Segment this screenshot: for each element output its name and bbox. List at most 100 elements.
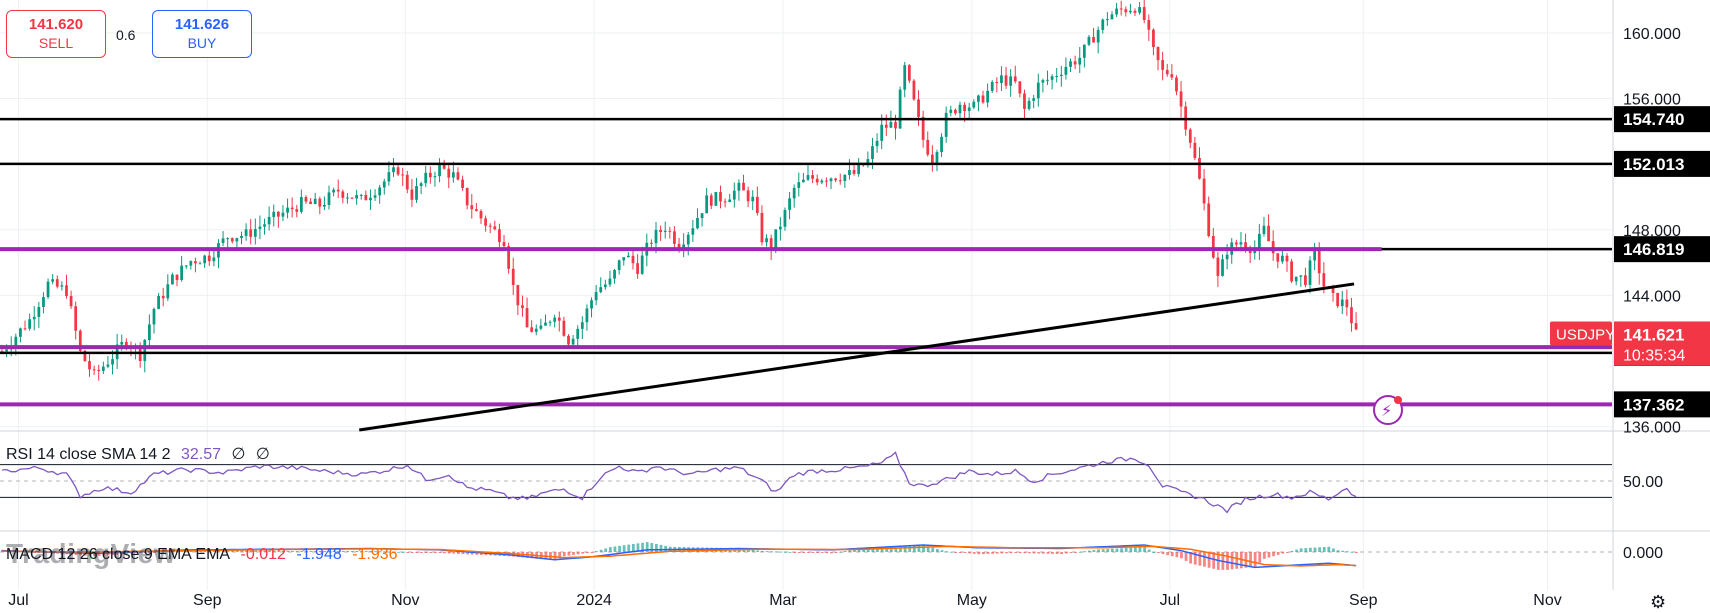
- candle-body: [124, 341, 128, 346]
- candle-body: [401, 174, 405, 176]
- level-price-label: 154.740: [1623, 110, 1684, 129]
- symbol-tag: [1550, 321, 1612, 346]
- candle-body: [65, 285, 68, 297]
- macd-histogram-bar: [429, 552, 433, 553]
- macd-histogram-bar: [604, 548, 608, 552]
- macd-histogram-bar: [659, 544, 663, 552]
- macd-histogram-bar: [1069, 552, 1073, 553]
- macd-histogram-bar: [1249, 552, 1252, 568]
- candle-body: [958, 104, 962, 114]
- rsi-value: 32.57: [180, 446, 222, 463]
- macd-histogram-bar: [641, 542, 644, 552]
- candle-body: [387, 172, 391, 182]
- candle-body: [875, 140, 879, 147]
- macd-histogram-bar: [1032, 552, 1036, 554]
- macd-histogram-bar: [134, 552, 138, 554]
- candle-body: [120, 341, 124, 345]
- candle-body: [419, 183, 423, 187]
- candle-body: [341, 191, 345, 198]
- candle-body: [829, 178, 833, 182]
- macd-histogram-bar: [1046, 552, 1050, 554]
- macd-histogram-bar: [420, 552, 423, 553]
- macd-histogram-bar: [843, 550, 847, 552]
- macd-histogram-bar: [97, 552, 101, 556]
- candle-body: [815, 178, 819, 183]
- macd-histogram-bar: [945, 551, 948, 553]
- candle-body: [304, 197, 308, 202]
- macd-histogram-bar: [166, 551, 170, 553]
- settings-gear-icon[interactable]: ⚙: [1650, 592, 1667, 612]
- candle-body: [774, 229, 778, 250]
- candle-body: [585, 308, 589, 323]
- candle-body: [83, 350, 87, 362]
- rsi-legend[interactable]: RSI 14 close SMA 14 2 32.57 ∅ ∅: [6, 444, 276, 464]
- candle-body: [88, 361, 91, 370]
- macd-histogram-bar: [1101, 549, 1105, 552]
- candle-body: [295, 209, 299, 212]
- macd-histogram-bar: [1157, 552, 1160, 554]
- macd-histogram-bar: [774, 551, 778, 553]
- macd-legend[interactable]: MACD 12 26 close 9 EMA EMA -0.012 -1.948…: [6, 546, 404, 564]
- candle-body: [1313, 249, 1317, 261]
- macd-histogram-bar: [291, 550, 294, 552]
- macd-histogram-bar: [562, 552, 566, 557]
- candle-body: [1304, 275, 1307, 285]
- macd-histogram-bar: [779, 551, 783, 553]
- macd-histogram-bar: [1267, 552, 1271, 558]
- candle-body: [1276, 253, 1280, 262]
- macd-histogram-bar: [645, 542, 649, 552]
- macd-histogram-bar: [1120, 548, 1123, 552]
- level-price-label: 146.819: [1623, 240, 1684, 259]
- candle-body: [1294, 276, 1298, 282]
- candle-body: [148, 324, 151, 340]
- macd-histogram-bar: [595, 551, 598, 553]
- candle-body: [516, 284, 520, 306]
- candle-body: [1202, 178, 1206, 204]
- buy-button[interactable]: 141.626 BUY: [152, 10, 252, 58]
- macd-histogram-bar: [590, 552, 594, 553]
- macd-histogram-bar: [991, 552, 994, 554]
- lightning-icon: [1373, 395, 1403, 425]
- sell-button[interactable]: 141.620 SELL: [6, 10, 106, 58]
- candle-body: [428, 172, 432, 178]
- macd-histogram-bar: [788, 551, 792, 553]
- macd-histogram-bar: [406, 552, 410, 553]
- macd-histogram-bar: [415, 552, 419, 553]
- candle-body: [1073, 61, 1077, 65]
- candle-body: [484, 218, 487, 226]
- macd-histogram-bar: [351, 550, 354, 552]
- macd-histogram-bar: [1207, 552, 1211, 568]
- macd-histogram-bar: [1309, 547, 1312, 552]
- macd-histogram-bar: [1170, 552, 1174, 557]
- macd-histogram-bar: [599, 549, 603, 552]
- candle-body: [755, 196, 759, 213]
- candle-body: [272, 211, 276, 217]
- candle-body: [1119, 8, 1123, 10]
- candle-body: [981, 95, 985, 103]
- macd-histogram-bar: [162, 551, 165, 553]
- candle-body: [1350, 307, 1353, 324]
- current-price-label: 141.621: [1623, 325, 1684, 344]
- candle-body: [336, 189, 340, 192]
- price-tick-label: 148.000: [1623, 223, 1681, 240]
- macd-histogram-bar: [1327, 546, 1331, 552]
- candle-body: [746, 190, 750, 202]
- macd-histogram-bar: [912, 545, 916, 552]
- candle-body: [161, 295, 165, 299]
- candle-body: [433, 176, 437, 178]
- candle-body: [751, 196, 755, 202]
- macd-histogram-bar: [1005, 552, 1008, 554]
- candle-body: [673, 231, 676, 244]
- candle-body: [677, 243, 681, 250]
- macd-histogram-bar: [1041, 552, 1045, 554]
- candle-body: [1055, 76, 1059, 78]
- candle-body: [1138, 7, 1141, 13]
- buy-label: BUY: [187, 35, 217, 51]
- macd-histogram-bar: [263, 550, 267, 552]
- macd-histogram-bar: [332, 550, 336, 552]
- macd-histogram-bar: [820, 552, 824, 553]
- macd-histogram-bar: [1253, 552, 1257, 567]
- tradingview-logo[interactable]: TradingView: [6, 538, 176, 569]
- candle-body: [986, 90, 990, 103]
